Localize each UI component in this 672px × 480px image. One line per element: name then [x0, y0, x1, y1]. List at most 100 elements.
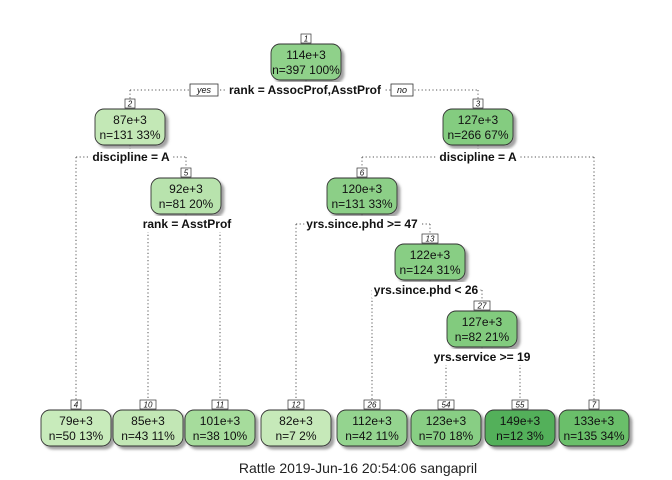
node-number-box	[588, 399, 600, 410]
node-number-box	[421, 233, 439, 244]
split-label: discipline = A	[92, 150, 170, 164]
split-label: rank = AsstProf	[143, 217, 233, 231]
node-stats: n=82 21%	[455, 330, 510, 344]
tree-node: 101e+3n=38 10% 11	[184, 399, 256, 447]
node-box	[484, 409, 556, 447]
node-number: 12	[292, 401, 301, 410]
node-value: 87e+3	[113, 113, 147, 127]
node-value: 82e+3	[279, 414, 313, 428]
node-box	[410, 409, 482, 447]
node-stats: n=131 33%	[331, 197, 392, 211]
split-labels: rank = AssocProf,AsstProf discipline = A d…	[90, 82, 533, 365]
split-label: discipline = A	[439, 150, 517, 164]
tree-node: 122e+3n=124 31% 13	[394, 233, 466, 281]
node-box	[446, 310, 518, 348]
tree-node: 120e+3n=131 33% 6	[326, 167, 398, 215]
node-number-box	[356, 167, 368, 178]
node-number: 1	[304, 35, 308, 44]
node-number: 13	[426, 235, 435, 244]
no-label-box	[390, 83, 414, 97]
yes-label-box	[189, 83, 219, 97]
split-label: yrs.since.phd < 26	[374, 283, 479, 297]
node-number: 2	[127, 100, 133, 109]
node-box	[394, 243, 466, 281]
split-label-bg	[140, 216, 235, 232]
node-number-box	[180, 167, 192, 178]
node-number: 10	[144, 401, 153, 410]
node-number: 4	[74, 401, 79, 410]
node-stats: n=42 11%	[345, 429, 399, 443]
node-value: 120e+3	[342, 182, 383, 196]
node-value: 79e+3	[59, 414, 93, 428]
split-label: rank = AssocProf,AsstProf	[229, 83, 382, 97]
node-number: 6	[360, 169, 365, 178]
node-number: 55	[516, 401, 525, 410]
tree-node: 82e+3n=7 2% 12	[260, 399, 332, 447]
split-label-bg	[90, 149, 172, 165]
node-box	[336, 409, 408, 447]
node-value: 127e+3	[462, 315, 503, 329]
split-label: yrs.service >= 19	[434, 350, 531, 364]
node-value: 114e+3	[286, 48, 326, 62]
node-number-box	[300, 33, 312, 44]
tree-node: 127e+3n=266 67% 3	[442, 98, 514, 146]
split-label-bg	[227, 82, 384, 98]
node-box	[270, 43, 342, 81]
node-number-box	[473, 300, 491, 311]
tree-node: 114e+3n=397 100% 1	[270, 33, 342, 81]
node-number-box	[472, 98, 484, 109]
node-number: 5	[184, 169, 189, 178]
split-label-bg	[304, 216, 421, 232]
node-stats: n=50 13%	[49, 429, 104, 443]
node-box	[260, 409, 332, 447]
node-stats: n=266 67%	[447, 128, 508, 142]
node-box	[184, 409, 256, 447]
node-number-box	[139, 399, 157, 410]
node-number-box	[287, 399, 305, 410]
node-stats: n=397 100%	[272, 63, 340, 77]
node-stats: n=81 20%	[159, 197, 214, 211]
node-box	[326, 177, 398, 215]
tree-node: 133e+3n=135 34% 7	[558, 399, 630, 447]
yes-label: yes	[196, 85, 212, 95]
node-box	[442, 108, 514, 146]
node-box	[558, 409, 630, 447]
node-value: 85e+3	[131, 414, 165, 428]
node-stats: n=38 10%	[193, 429, 248, 443]
node-number: 26	[367, 401, 377, 410]
node-number-box	[511, 399, 529, 410]
node-number: 27	[477, 302, 487, 311]
split-label-bg	[431, 349, 533, 365]
node-box	[94, 108, 166, 146]
node-box	[150, 177, 222, 215]
no-label: no	[397, 85, 407, 95]
node-box	[112, 409, 184, 447]
tree-node: 92e+3n=81 20% 5	[150, 167, 222, 215]
tree-node: 112e+3n=42 11% 26	[336, 399, 408, 447]
node-stats: n=124 31%	[399, 263, 460, 277]
node-value: 112e+3	[352, 414, 392, 428]
node-value: 133e+3	[574, 414, 615, 428]
tree-node: 149e+3n=12 3% 55	[484, 399, 556, 447]
node-value: 127e+3	[458, 113, 499, 127]
caption: Rattle 2019-Jun-16 20:54:06 sangapril	[239, 460, 477, 476]
node-stats: n=131 33%	[99, 128, 160, 142]
tree-node: 85e+3n=43 11% 10	[112, 399, 184, 447]
node-number: 11	[216, 401, 224, 410]
node-number-box	[363, 399, 381, 410]
tree-node: 123e+3n=70 18% 54	[410, 399, 482, 447]
tree-node: 79e+3n=50 13% 4	[40, 399, 112, 447]
node-stats: n=12 3%	[496, 429, 544, 443]
node-stats: n=70 18%	[419, 429, 474, 443]
node-value: 92e+3	[169, 182, 203, 196]
node-value: 122e+3	[410, 248, 451, 262]
tree-node: 127e+3n=82 21% 27	[446, 300, 518, 348]
node-value: 101e+3	[200, 414, 241, 428]
node-stats: n=135 34%	[563, 429, 624, 443]
node-number: 7	[592, 401, 597, 410]
node-stats: n=43 11%	[121, 429, 175, 443]
node-box	[40, 409, 112, 447]
node-number: 3	[476, 100, 481, 109]
split-label-bg	[371, 282, 481, 298]
